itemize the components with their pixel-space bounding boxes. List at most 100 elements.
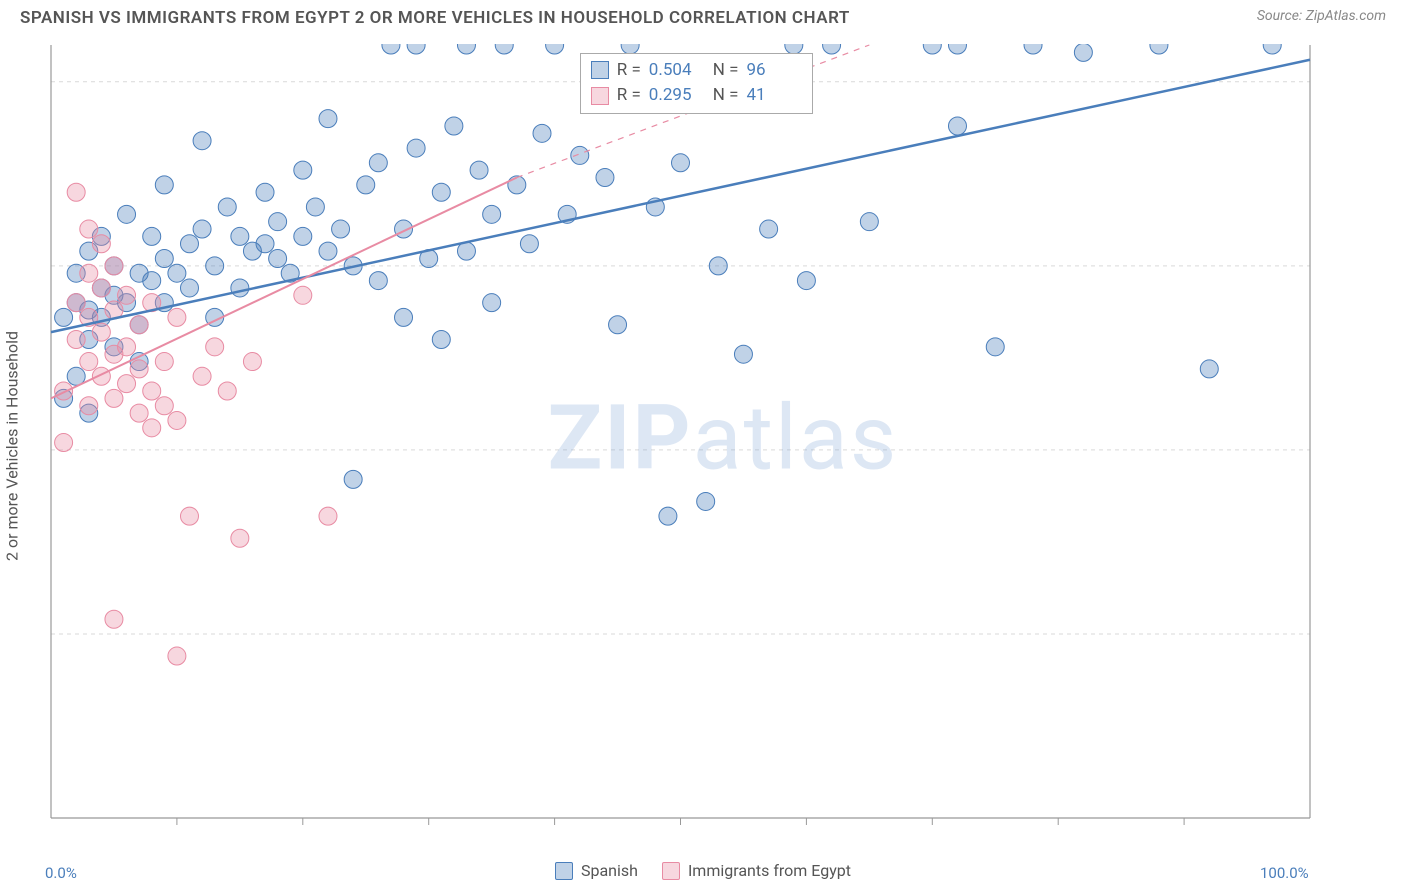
data-point xyxy=(1074,44,1092,61)
source-label: Source: ZipAtlas.com xyxy=(1257,8,1386,24)
legend-swatch xyxy=(555,862,573,880)
data-point xyxy=(231,227,249,245)
data-point xyxy=(256,235,274,253)
data-point xyxy=(483,294,501,312)
data-point xyxy=(143,272,161,290)
data-point xyxy=(269,249,287,267)
data-point xyxy=(596,169,614,187)
data-point xyxy=(332,220,350,238)
data-point xyxy=(1263,44,1281,54)
data-point xyxy=(92,367,110,385)
data-point xyxy=(80,397,98,415)
data-point xyxy=(180,279,198,297)
data-point xyxy=(143,227,161,245)
data-point xyxy=(193,132,211,150)
stats-box: R = 0.504 N = 96 R = 0.295 N = 41 xyxy=(580,53,814,114)
stats-n-label: N = xyxy=(713,58,739,84)
data-point xyxy=(130,404,148,422)
data-point xyxy=(168,264,186,282)
data-point xyxy=(105,610,123,628)
data-point xyxy=(948,44,966,54)
data-point xyxy=(823,44,841,54)
stats-r-value: 0.295 xyxy=(649,83,705,109)
data-point xyxy=(948,117,966,135)
data-point xyxy=(92,279,110,297)
data-point xyxy=(67,330,85,348)
data-point xyxy=(672,154,690,172)
data-point xyxy=(118,375,136,393)
chart-area: ZIPatlas R = 0.504 N = 96 R = 0.295 N = … xyxy=(50,44,1396,832)
stats-swatch xyxy=(591,87,609,105)
data-point xyxy=(923,44,941,54)
data-point xyxy=(520,235,538,253)
data-point xyxy=(1150,44,1168,54)
stats-r-label: R = xyxy=(617,83,641,109)
stats-n-label: N = xyxy=(713,83,739,109)
data-point xyxy=(218,382,236,400)
data-point xyxy=(407,139,425,157)
data-point xyxy=(395,308,413,326)
data-point xyxy=(168,647,186,665)
data-point xyxy=(80,220,98,238)
data-point xyxy=(319,507,337,525)
data-point xyxy=(155,176,173,194)
stats-row: R = 0.295 N = 41 xyxy=(591,83,803,109)
data-point xyxy=(180,507,198,525)
legend: Spanish Immigrants from Egypt xyxy=(0,861,1406,880)
data-point xyxy=(369,272,387,290)
data-point xyxy=(67,183,85,201)
data-point xyxy=(294,161,312,179)
data-point xyxy=(760,220,778,238)
scatter-chart-svg xyxy=(50,44,1396,832)
data-point xyxy=(206,257,224,275)
stats-r-value: 0.504 xyxy=(649,58,705,84)
legend-label: Immigrants from Egypt xyxy=(688,861,851,880)
data-point xyxy=(193,220,211,238)
data-point xyxy=(55,382,73,400)
stats-row: R = 0.504 N = 96 xyxy=(591,58,803,84)
data-point xyxy=(92,235,110,253)
data-point xyxy=(143,382,161,400)
legend-label: Spanish xyxy=(581,861,638,880)
y-axis-label: 2 or more Vehicles in Household xyxy=(3,331,22,561)
data-point xyxy=(118,286,136,304)
data-point xyxy=(1200,360,1218,378)
data-point xyxy=(546,44,564,54)
data-point xyxy=(382,44,400,54)
data-point xyxy=(118,338,136,356)
data-point xyxy=(609,316,627,334)
data-point xyxy=(457,44,475,54)
data-point xyxy=(80,264,98,282)
data-point xyxy=(319,242,337,260)
data-point xyxy=(231,279,249,297)
data-point xyxy=(407,44,425,54)
data-point xyxy=(445,117,463,135)
legend-item: Spanish xyxy=(555,861,638,880)
data-point xyxy=(709,257,727,275)
chart-title: SPANISH VS IMMIGRANTS FROM EGYPT 2 OR MO… xyxy=(20,8,850,28)
data-point xyxy=(659,507,677,525)
data-point xyxy=(533,124,551,142)
data-point xyxy=(155,397,173,415)
data-point xyxy=(306,198,324,216)
data-point xyxy=(319,110,337,128)
data-point xyxy=(130,360,148,378)
data-point xyxy=(218,198,236,216)
data-point xyxy=(734,345,752,363)
data-point xyxy=(143,419,161,437)
data-point xyxy=(1024,44,1042,54)
data-point xyxy=(55,308,73,326)
data-point xyxy=(797,272,815,290)
data-point xyxy=(432,183,450,201)
data-point xyxy=(697,492,715,510)
data-point xyxy=(231,529,249,547)
data-point xyxy=(294,286,312,304)
data-point xyxy=(130,316,148,334)
data-point xyxy=(118,205,136,223)
stats-r-label: R = xyxy=(617,58,641,84)
legend-swatch xyxy=(662,862,680,880)
stats-n-value: 41 xyxy=(746,83,802,109)
data-point xyxy=(294,227,312,245)
data-point xyxy=(243,353,261,371)
data-point xyxy=(344,470,362,488)
